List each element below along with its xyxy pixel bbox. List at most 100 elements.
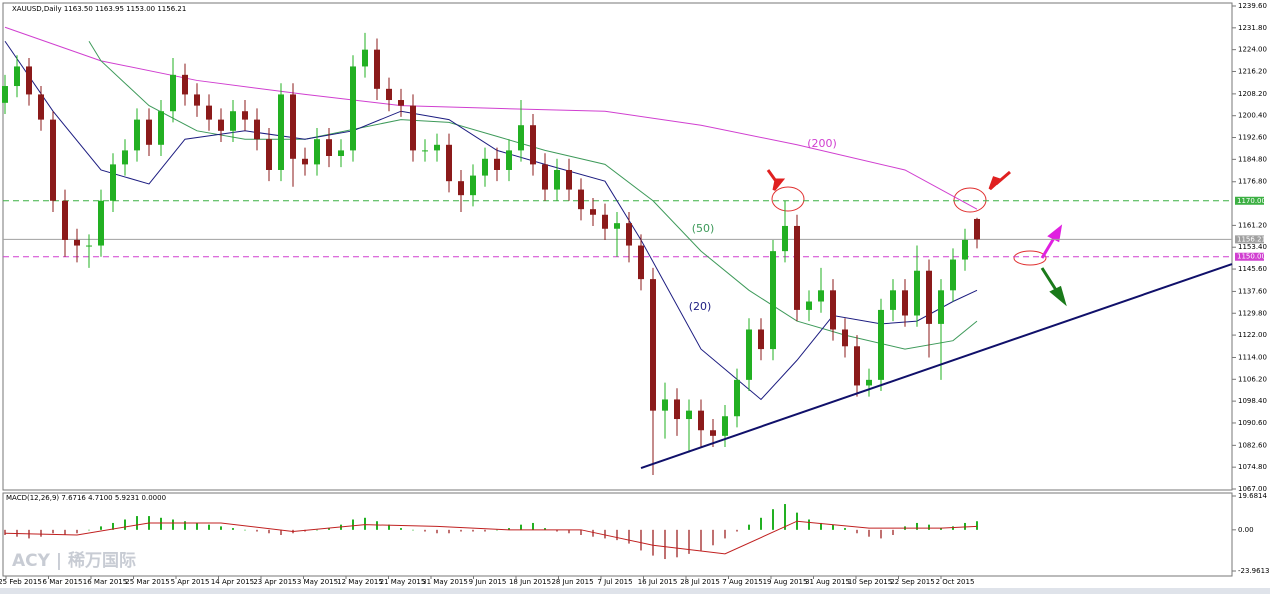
level-tag	[1235, 196, 1264, 205]
candle-body	[506, 150, 512, 170]
x-tick-label: 19 Aug 2015	[763, 578, 808, 586]
level-label: 1156.21	[1237, 235, 1266, 243]
x-tick-label: 6 Mar 2015	[43, 578, 83, 586]
macd-bar	[124, 519, 126, 530]
candle-body	[698, 410, 704, 431]
y-tick-label: 1153.40	[1238, 243, 1267, 251]
circle	[771, 186, 805, 212]
macd-bar	[364, 517, 366, 530]
macd-bar	[532, 522, 534, 530]
candle-body	[482, 158, 488, 176]
y-tick-label: 1129.80	[1238, 309, 1267, 317]
candle-body	[242, 111, 248, 120]
candle-body	[722, 416, 728, 436]
x-tick-label: 10 Sep 2015	[848, 578, 892, 586]
y-tick-label: 1231.80	[1238, 24, 1267, 32]
x-tick-label: 31 May 2015	[422, 578, 468, 586]
macd-bar	[220, 526, 222, 530]
candle-body	[866, 379, 872, 386]
macd-bar	[952, 526, 954, 530]
tabs	[0, 588, 1270, 594]
macd-bar	[352, 519, 354, 530]
candle-body	[302, 158, 308, 165]
candle-body	[962, 239, 968, 260]
candle-body	[362, 49, 368, 67]
x-tick-label: 7 Jul 2015	[597, 578, 632, 586]
macd-bar	[868, 529, 870, 537]
candle-body	[50, 119, 56, 201]
x-tick-label: 25 Feb 2015	[0, 578, 42, 586]
y-tick-label: 1184.80	[1238, 155, 1267, 163]
candle-body	[770, 251, 776, 350]
candle-body	[98, 200, 104, 246]
macd-bar	[664, 529, 666, 560]
x-tick-label: 14 Apr 2015	[211, 578, 254, 586]
candle-body	[86, 245, 92, 247]
y-tick-label: 1161.20	[1238, 221, 1267, 229]
macd-bar	[556, 529, 558, 532]
candle-body	[830, 290, 836, 330]
tab-strip	[0, 588, 1270, 594]
candle-body	[890, 290, 896, 310]
macd-bar	[964, 522, 966, 530]
x-tick-label: 21 May 2015	[380, 578, 426, 586]
y-tick-label: 1082.60	[1238, 441, 1267, 449]
candle-body	[626, 223, 632, 246]
macd-bar	[928, 524, 930, 530]
macd-bar	[76, 529, 78, 534]
candle-body	[662, 399, 668, 411]
candle-body	[146, 119, 152, 145]
trendline	[640, 263, 1233, 469]
macd-bar	[700, 529, 702, 551]
macd-bar	[820, 522, 822, 530]
candle-body	[518, 125, 524, 151]
arrow	[766, 169, 786, 191]
y-tick-label: 1122.00	[1238, 331, 1267, 339]
candle-body	[530, 125, 536, 165]
y-tick-label: 1192.60	[1238, 134, 1267, 142]
macd-bar	[448, 529, 450, 534]
macd-bar	[916, 522, 918, 530]
candle-body	[794, 225, 800, 310]
candle-body	[806, 301, 812, 310]
candle-body	[110, 164, 116, 201]
macd-bar	[52, 529, 54, 534]
candle-body	[842, 329, 848, 347]
macd-signal	[4, 520, 978, 555]
macd-bar	[592, 529, 594, 537]
macd-bar	[328, 528, 330, 530]
macd-bar	[604, 529, 606, 539]
candle-body	[878, 309, 884, 380]
candle-body	[950, 259, 956, 291]
candle-body	[290, 94, 296, 159]
x-tick-label: 22 Sep 2015	[890, 578, 934, 586]
macd-bar	[856, 529, 858, 534]
candle-body	[470, 175, 476, 196]
macd-bar	[784, 504, 786, 530]
x-tick-label: 7 Aug 2015	[722, 578, 762, 586]
candle-body	[38, 94, 44, 120]
y-tick-label: 1137.60	[1238, 287, 1267, 295]
macd-bar	[520, 524, 522, 530]
candle-body	[314, 139, 320, 165]
candle-body	[350, 66, 356, 151]
macd-bar	[652, 529, 654, 556]
macd-bar	[892, 529, 894, 535]
y-tick-label: -23.9613	[1238, 567, 1269, 575]
macd-bar	[244, 529, 246, 531]
x-tick-label: 16 Jul 2015	[638, 578, 678, 586]
candle-body	[230, 111, 236, 131]
macd-bar	[940, 528, 942, 530]
level-tag	[1235, 235, 1264, 244]
arrow	[988, 170, 1011, 191]
macd-bar	[208, 524, 210, 530]
candle-body	[674, 399, 680, 420]
macd-bar	[280, 529, 282, 535]
x-tick-label: 3 May 2015	[297, 578, 338, 586]
y-tick-label: 1208.20	[1238, 90, 1267, 98]
candle-body	[278, 94, 284, 170]
macd-bar	[772, 509, 774, 530]
level-label: 1150.00	[1237, 253, 1266, 261]
